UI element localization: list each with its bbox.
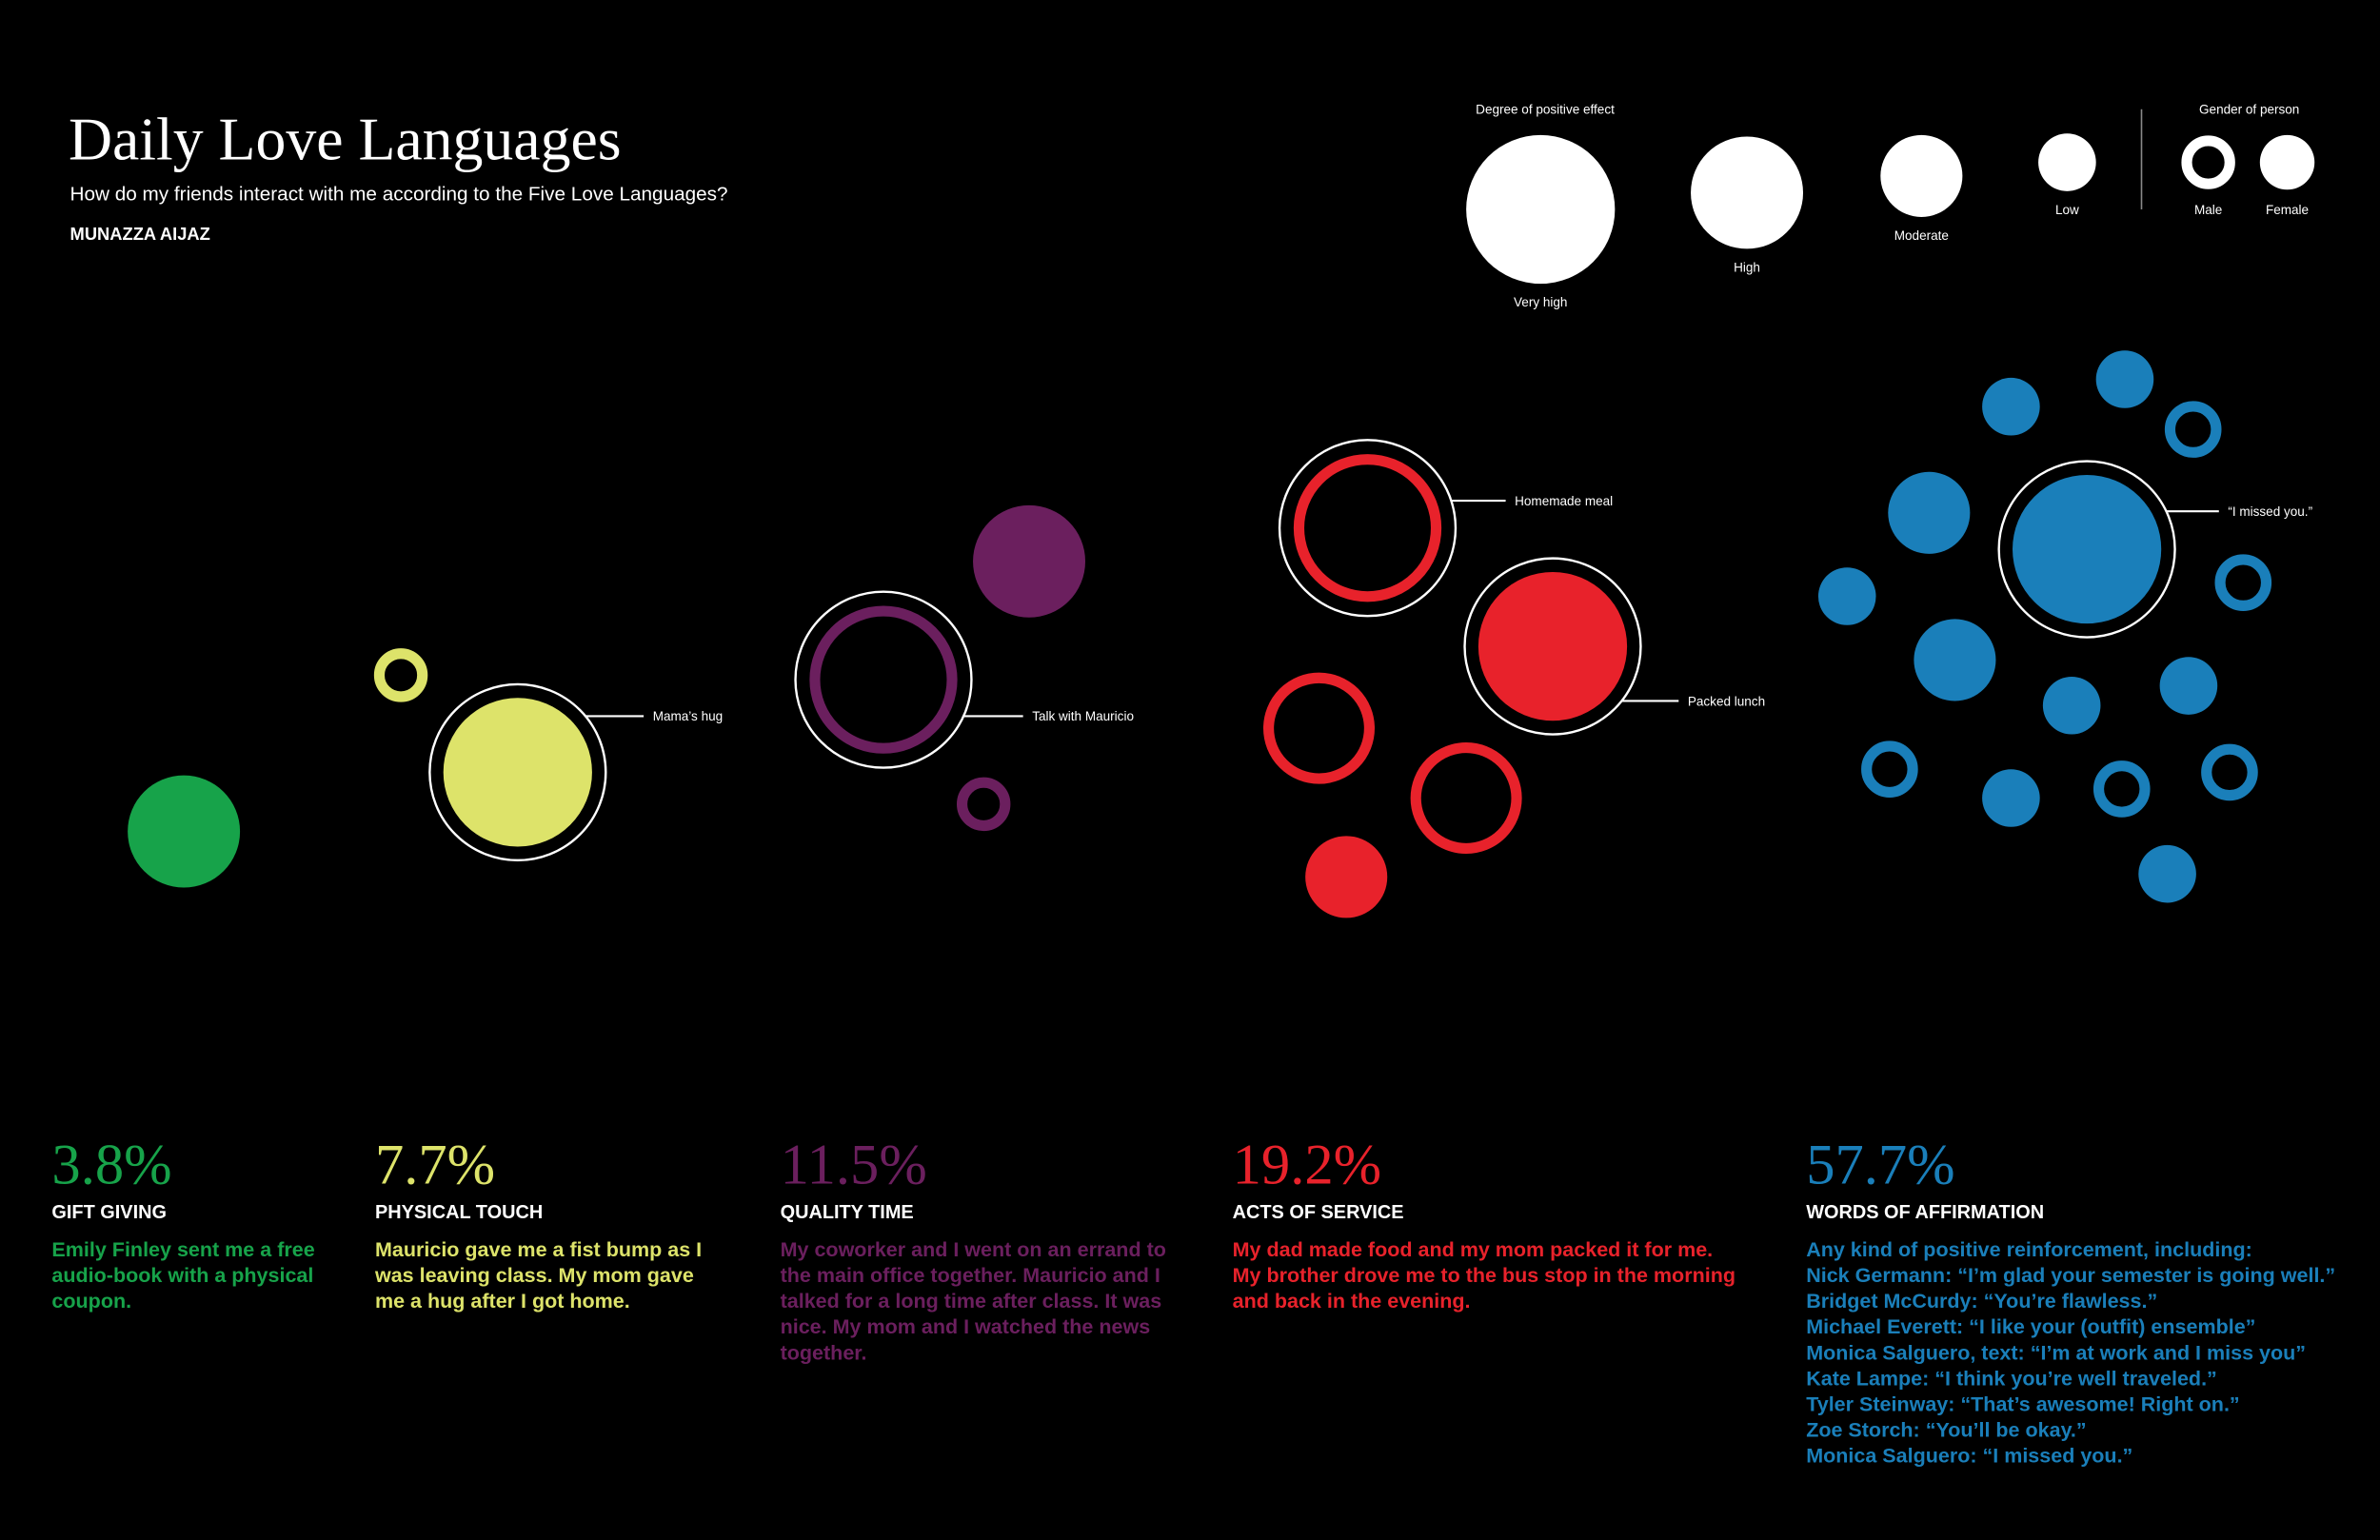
bubble [1410, 741, 1522, 854]
description-line: Monica Salguero, text: “I’m at work and … [1806, 1341, 2306, 1364]
bubble [2164, 401, 2222, 458]
bubble [1293, 454, 1442, 602]
bubble [2138, 844, 2196, 903]
category-name: GIFT GIVING [51, 1202, 167, 1223]
bubble [128, 775, 241, 888]
description-line: Emily Finley sent me a free [51, 1238, 314, 1261]
callout-label: “I missed you.” [2228, 504, 2312, 519]
bubble [956, 777, 1011, 832]
category-name: PHYSICAL TOUCH [375, 1202, 543, 1223]
callout-label: Packed lunch [1688, 694, 1765, 708]
legend-title: Degree of positive effect [1476, 103, 1615, 117]
description-line: together. [781, 1341, 867, 1364]
bubble [1914, 619, 1996, 701]
percent: 19.2% [1233, 1133, 1381, 1196]
legend-circle [2181, 135, 2235, 189]
bubble [1817, 567, 1876, 625]
description-line: Nick Germann: “I’m glad your semester is… [1806, 1264, 2335, 1287]
callout-ring [1278, 439, 1458, 618]
callout-ring [794, 590, 973, 769]
bubble [2012, 474, 2162, 624]
callout-label: Mama’s hug [653, 709, 723, 723]
legend-title: Gender of person [2199, 103, 2299, 117]
callout-ring [1463, 557, 1642, 736]
bubble [1888, 471, 1971, 554]
description-line: coupon. [51, 1290, 131, 1313]
description-line: Kate Lampe: “I think you’re well travele… [1806, 1367, 2217, 1390]
legend-circle [2259, 134, 2315, 190]
subtitle: How do my friends interact with me accor… [70, 183, 728, 205]
description-line: was leaving class. My mom gave [374, 1264, 694, 1287]
author: MUNAZZA AIJAZ [70, 224, 210, 244]
description-line: My coworker and I went on an errand to [781, 1238, 1166, 1261]
bubble [809, 605, 958, 754]
bubble [2159, 657, 2218, 715]
description-line: My brother drove me to the bus stop in t… [1233, 1264, 1735, 1287]
callout-ring [1997, 460, 2176, 639]
description-line: Bridget McCurdy: “You’re flawless.” [1806, 1290, 2157, 1313]
percent: 7.7% [375, 1133, 495, 1196]
legend-label: Low [2055, 203, 2079, 217]
callout-label: Homemade meal [1515, 494, 1613, 508]
description-line: Monica Salguero: “I missed you.” [1806, 1445, 2132, 1468]
description-line: audio-book with a physical [51, 1264, 313, 1287]
bubble [2201, 743, 2258, 801]
description-line: nice. My mom and I watched the news [781, 1315, 1151, 1338]
bubble [2095, 350, 2154, 408]
legend-circle [1880, 134, 1963, 217]
bubble [373, 648, 428, 702]
bubble [1262, 672, 1376, 784]
bubble [1982, 769, 2040, 827]
description-line: talked for a long time after class. It w… [781, 1290, 1162, 1313]
legend-circle [2038, 133, 2096, 191]
description-line: Michael Everett: “I like your (outfit) e… [1806, 1315, 2255, 1338]
legend-label: Female [2266, 203, 2309, 217]
description-line: My dad made food and my mom packed it fo… [1233, 1238, 1714, 1261]
legend-label: Moderate [1894, 228, 1949, 243]
callout-label: Talk with Mauricio [1032, 709, 1134, 723]
description-line: the main office together. Mauricio and I [781, 1264, 1160, 1287]
category-name: WORDS OF AFFIRMATION [1806, 1202, 2044, 1223]
title: Daily Love Languages [69, 105, 622, 172]
description-line: Zoe Storch: “You’ll be okay.” [1806, 1419, 2086, 1442]
legend-label: Male [2194, 203, 2222, 217]
description-line: me a hug after I got home. [375, 1290, 630, 1313]
description-line: and back in the evening. [1233, 1290, 1471, 1313]
bubble [1982, 377, 2040, 436]
legend-label: High [1734, 260, 1760, 274]
legend-circle [1466, 134, 1616, 285]
bubble [1861, 740, 1918, 799]
legend-circle [1691, 136, 1804, 249]
description-line: Mauricio gave me a fist bump as I [375, 1238, 702, 1261]
bubble [2042, 676, 2101, 735]
bubble [2092, 760, 2151, 818]
percent: 3.8% [51, 1133, 171, 1196]
category-name: QUALITY TIME [781, 1202, 914, 1223]
category-name: ACTS OF SERVICE [1233, 1202, 1404, 1223]
legend-label: Very high [1514, 295, 1567, 309]
description-line: Tyler Steinway: “That’s awesome! Right o… [1806, 1393, 2240, 1416]
bubble [1305, 836, 1388, 918]
bubble [2214, 554, 2272, 611]
percent: 57.7% [1806, 1133, 1954, 1196]
bubble [973, 504, 1086, 618]
bubble [1478, 571, 1628, 721]
description-line: Any kind of positive reinforcement, incl… [1806, 1238, 2252, 1261]
callout-ring [428, 682, 607, 862]
bubble [443, 698, 592, 847]
percent: 11.5% [781, 1133, 927, 1196]
